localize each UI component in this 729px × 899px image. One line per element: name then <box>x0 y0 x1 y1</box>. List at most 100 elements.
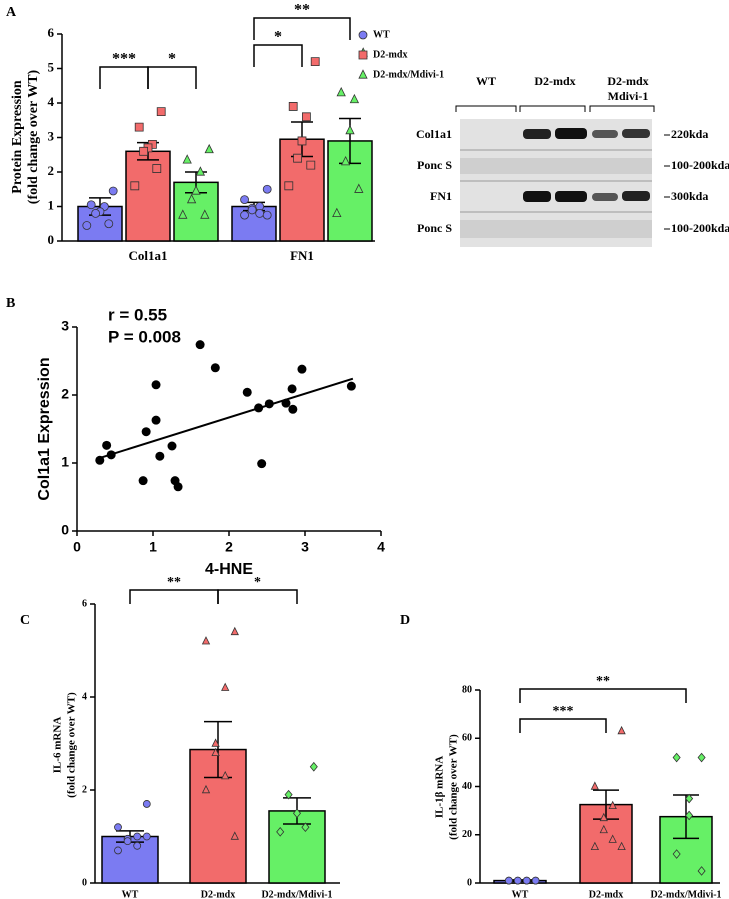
significance-bracket <box>129 589 219 604</box>
data-point <box>354 183 364 193</box>
data-point <box>358 30 368 40</box>
data-point <box>255 208 265 218</box>
size-label: 300kda <box>671 189 708 203</box>
data-point <box>608 800 617 809</box>
data-point <box>201 784 211 794</box>
data-point <box>156 107 166 117</box>
y-tick-label: 20 <box>462 829 472 840</box>
error-bar <box>204 720 232 779</box>
data-point <box>309 761 318 772</box>
y-axis-label: IL-6 mRNA <box>52 717 64 774</box>
data-point <box>349 93 360 104</box>
data-point <box>108 186 118 196</box>
legend-label: D2-mdx/Mdivi-1 <box>373 69 444 80</box>
data-point <box>599 824 608 834</box>
data-point <box>114 823 122 832</box>
size-label: 100-200kda <box>671 221 729 235</box>
data-point <box>230 626 239 636</box>
y-tick-label: 0 <box>467 877 472 888</box>
lane-label: WT <box>476 74 496 88</box>
data-point <box>276 827 285 837</box>
panel-label: D <box>400 613 410 628</box>
data-point <box>142 800 151 808</box>
band <box>555 191 587 202</box>
band <box>460 158 652 174</box>
data-point <box>590 781 600 790</box>
error-bar <box>291 121 313 158</box>
data-point <box>152 164 162 173</box>
data-point <box>133 841 142 850</box>
error-bar <box>283 797 311 825</box>
band <box>460 220 652 238</box>
bar <box>125 150 171 242</box>
x-tick-label: D2-mdx <box>589 889 623 899</box>
x-tick-label: FN1 <box>290 248 314 263</box>
data-point <box>513 876 522 885</box>
significance-label: ** <box>167 575 181 590</box>
data-point <box>310 57 320 66</box>
data-point <box>139 146 148 156</box>
data-point <box>685 810 694 821</box>
data-point <box>672 849 681 859</box>
y-tick-label: 60 <box>462 733 472 744</box>
y-axis-label: Col1a1 Expression <box>36 357 53 500</box>
y-tick-label: 1 <box>61 454 69 470</box>
data-point <box>247 205 257 215</box>
data-point <box>200 209 210 219</box>
row-label: Ponc S <box>417 158 452 172</box>
y-tick-label: 2 <box>48 163 55 178</box>
band <box>592 193 618 201</box>
data-point <box>133 832 142 841</box>
significance-label: *** <box>112 51 136 68</box>
band <box>622 129 650 138</box>
data-point <box>186 193 197 204</box>
band <box>592 130 618 138</box>
data-point <box>130 181 140 191</box>
data-point <box>204 143 214 154</box>
error-bar <box>673 794 699 840</box>
data-point <box>281 398 291 408</box>
lane-label: Mdivi-1 <box>608 89 649 103</box>
x-tick-label: WT <box>512 889 529 899</box>
significance-label: *** <box>553 704 574 719</box>
legend-label: D2-mdx <box>373 49 407 60</box>
y-tick-label: 3 <box>61 318 69 334</box>
data-point <box>151 415 161 425</box>
data-point <box>293 153 302 163</box>
data-point <box>590 841 600 851</box>
significance-bracket <box>253 44 303 67</box>
data-point <box>332 207 342 217</box>
data-point <box>257 459 267 469</box>
data-point <box>191 185 201 195</box>
x-tick-label: D2-mdx <box>201 889 235 899</box>
data-point <box>685 793 694 804</box>
fit-line <box>96 377 354 460</box>
data-point <box>531 876 540 885</box>
data-point <box>86 200 96 210</box>
data-point <box>211 747 220 756</box>
data-point <box>178 209 188 219</box>
data-point <box>173 482 183 492</box>
y-tick-label: 2 <box>82 784 87 795</box>
y-tick-label: 5 <box>48 59 55 74</box>
data-point <box>697 866 706 876</box>
data-point <box>297 364 307 374</box>
data-point <box>340 155 351 166</box>
significance-bracket <box>519 718 607 733</box>
x-tick-label: WT <box>122 889 139 899</box>
data-point <box>106 450 116 460</box>
x-tick-label: 2 <box>225 539 233 555</box>
y-tick-label: 4 <box>82 691 87 702</box>
data-point <box>167 441 177 451</box>
data-point <box>306 160 316 170</box>
data-point <box>104 219 114 229</box>
data-point <box>221 682 230 691</box>
data-point <box>142 832 151 841</box>
significance-bracket <box>217 589 298 604</box>
data-point <box>102 440 112 450</box>
y-tick-label: 0 <box>61 522 69 538</box>
x-tick-label: Col1a1 <box>129 248 168 263</box>
significance-bracket <box>99 66 149 89</box>
data-point <box>301 822 310 833</box>
